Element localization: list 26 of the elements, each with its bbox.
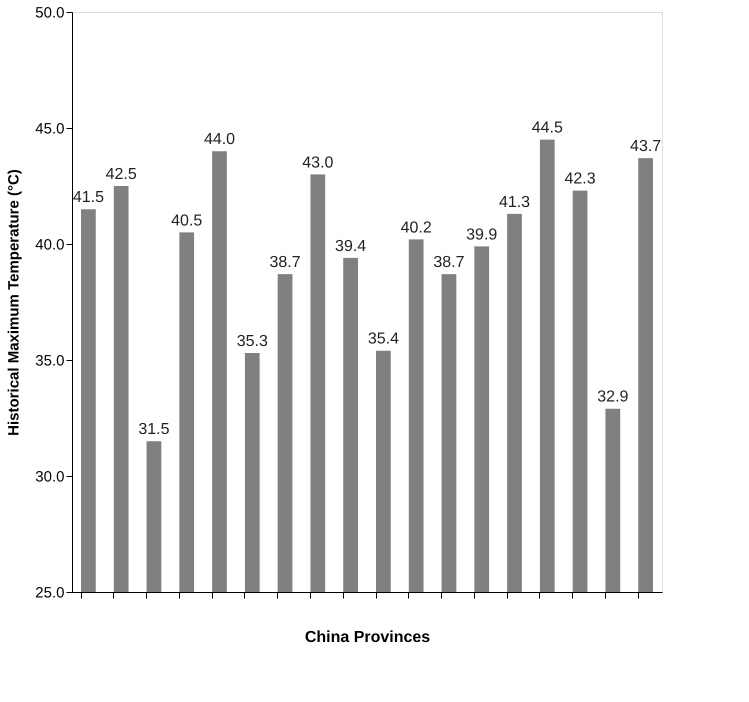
y-tick-label: 50.0 xyxy=(35,4,64,22)
data-label: 35.4 xyxy=(368,330,400,348)
data-label: 35.3 xyxy=(236,333,268,350)
data-label: 39.4 xyxy=(335,238,366,255)
y-axis-title: Historical Maximum Temperature (°C) xyxy=(5,169,22,436)
data-label: 39.9 xyxy=(466,226,498,244)
x-axis-title: China Provinces xyxy=(304,629,430,646)
y-tick-label: 40.0 xyxy=(35,236,64,254)
data-label: 38.7 xyxy=(269,254,301,272)
data-label: 32.9 xyxy=(597,388,629,406)
data-label: 44.5 xyxy=(532,120,563,137)
y-tick-label: 30.0 xyxy=(35,468,64,486)
y-tick-label: 45.0 xyxy=(35,120,64,138)
data-label: 38.7 xyxy=(433,254,465,272)
y-tick-label: 35.0 xyxy=(35,352,64,370)
data-label: 40.2 xyxy=(400,219,432,236)
data-label: 31.5 xyxy=(138,421,170,438)
data-label: 42.3 xyxy=(564,170,596,188)
data-label: 44.0 xyxy=(204,131,236,148)
data-label: 41.5 xyxy=(72,189,104,206)
data-label: 43.0 xyxy=(302,154,334,172)
y-tick-label: 25.0 xyxy=(35,584,64,602)
data-label: 40.5 xyxy=(171,212,202,230)
data-label: 42.5 xyxy=(106,166,137,183)
data-label: 43.7 xyxy=(630,138,662,156)
data-label: 41.3 xyxy=(498,194,530,211)
